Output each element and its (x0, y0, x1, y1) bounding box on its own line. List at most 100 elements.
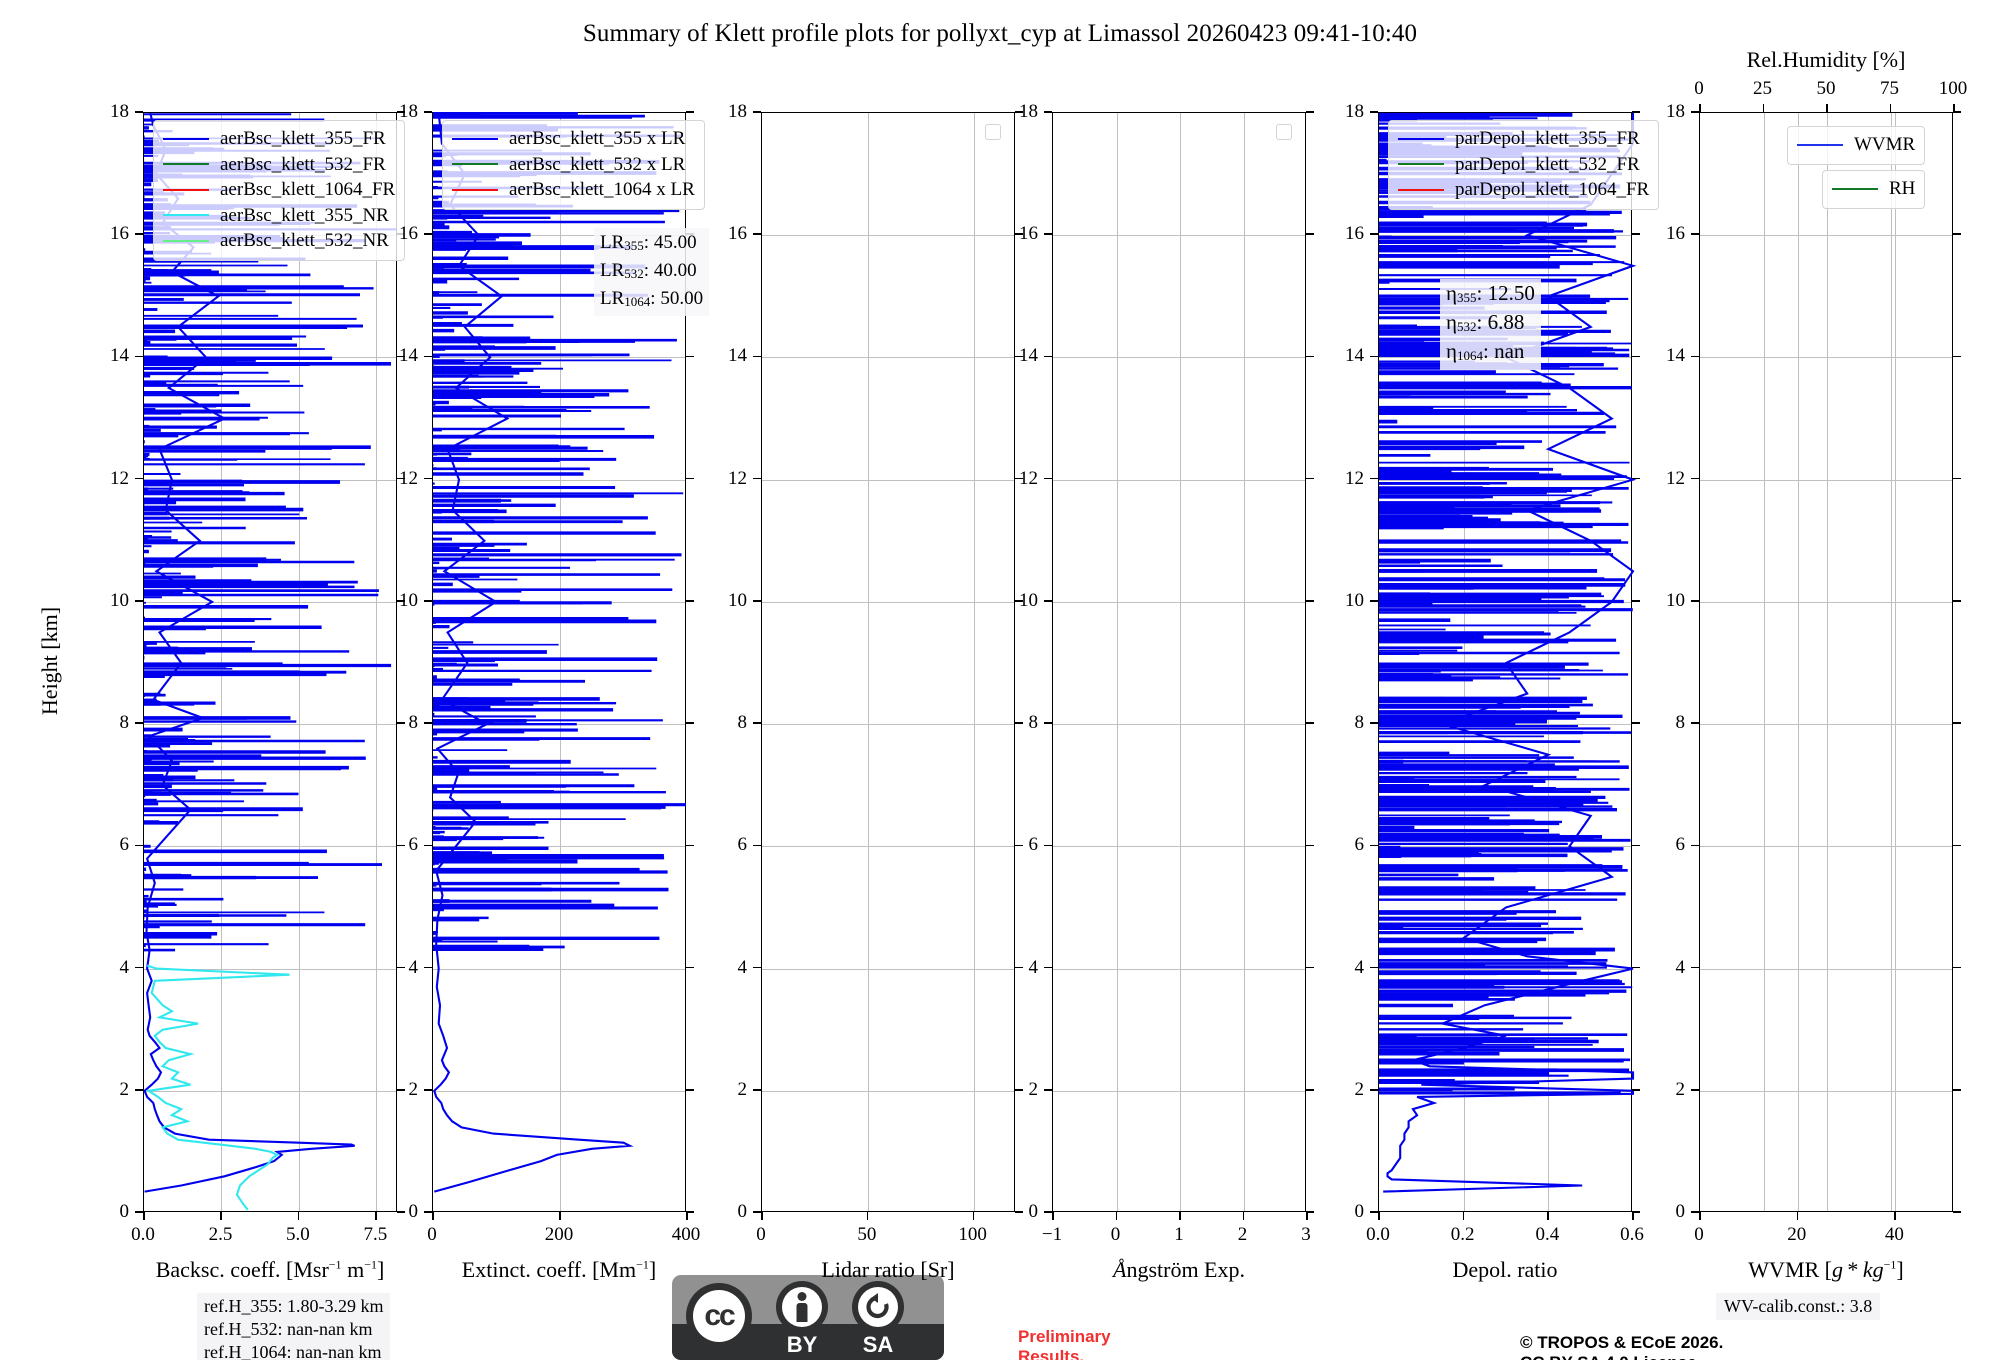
y-tick-mark (135, 844, 143, 847)
legend-item[interactable]: aerBsc_klett_1064_FR (163, 177, 395, 203)
y-tick-mark (397, 111, 405, 113)
x-tick-label: 0 (427, 1224, 437, 1245)
y-tick-mark (1632, 477, 1640, 480)
y-tick-mark (1691, 355, 1699, 358)
y-tick-label: 4 (1675, 956, 1686, 978)
gridline-horizontal (1379, 968, 1631, 970)
x-axis-title-wvmr: WVMR [g * kg−1] (1748, 1257, 1904, 1282)
x-tick-label: −1 (1041, 1224, 1063, 1245)
y-tick-mark (753, 1088, 761, 1091)
gridline-vertical (560, 113, 561, 1211)
panel-backscatter[interactable] (143, 112, 398, 1212)
y-tick-mark (1632, 600, 1640, 602)
legend-item[interactable]: aerBsc_klett_355 x LR (452, 126, 695, 152)
y-tick-mark (753, 111, 761, 113)
share-alike-icon (852, 1281, 904, 1333)
y-tick-label: 18 (1019, 101, 1038, 122)
y-tick-mark (424, 844, 432, 847)
gridline-horizontal (1379, 846, 1631, 848)
annotation-value: 50.00 (660, 288, 704, 309)
legend-item[interactable]: parDepol_klett_355_FR (1398, 126, 1649, 152)
legend-extinction[interactable]: aerBsc_klett_355 x LR aerBsc_klett_532 x … (442, 120, 705, 210)
y-tick-mark (1632, 1211, 1640, 1213)
x-tick-mark (1378, 1212, 1380, 1220)
legend-backscatter[interactable]: aerBsc_klett_355_FR aerBsc_klett_532_FR ae… (153, 120, 406, 261)
legend-item[interactable]: aerBsc_klett_532_FR (163, 152, 395, 178)
gridline-horizontal (144, 1090, 396, 1092)
y-tick-mark (135, 355, 143, 358)
y-tick-label: 14 (110, 345, 129, 367)
y-tick-label: 0 (119, 1201, 130, 1222)
panel-wvmr[interactable] (1699, 112, 1953, 1212)
legend-item[interactable]: aerBsc_klett_355_NR (163, 203, 395, 229)
legend-item[interactable]: aerBsc_klett_532_NR (163, 228, 395, 254)
legend-item[interactable]: aerBsc_klett_355_FR (163, 126, 395, 152)
copyright-line-1: © TROPOS & ECoE 2026. (1520, 1333, 1724, 1352)
x-tick-label: 2 (1237, 1224, 1248, 1245)
y-tick-mark (1015, 1088, 1023, 1091)
legend-item-label: parDepol_klett_1064_FR (1455, 179, 1650, 200)
y-tick-label: 6 (408, 834, 419, 856)
y-tick-mark (1632, 1088, 1640, 1091)
legend-item[interactable]: aerBsc_klett_532 x LR (452, 152, 695, 178)
x-axis-title-backscatter: Backsc. coeff. [Msr−1 m−1] (155, 1257, 385, 1282)
y-tick-mark (1691, 1211, 1699, 1213)
x-tick-mark (375, 1212, 377, 1220)
gridline-horizontal (1053, 479, 1305, 481)
y-tick-mark (1044, 722, 1052, 724)
cc-by-sa-license-logo: cc BY SA (672, 1275, 944, 1360)
panel-angstrom-exponent[interactable] (1052, 112, 1306, 1212)
y-tick-mark (135, 966, 143, 969)
y-tick-label: 10 (1345, 589, 1364, 611)
x-tick-label: 5.0 (286, 1224, 310, 1245)
y-tick-mark (1044, 233, 1052, 236)
y-tick-mark (1953, 111, 1961, 113)
y-tick-mark (1691, 111, 1699, 113)
y-tick-mark (1306, 355, 1314, 358)
y-tick-mark (1953, 966, 1961, 969)
x-tick-label: 0.0 (1366, 1224, 1390, 1245)
legend-rh[interactable]: RH (1822, 170, 1926, 209)
legend-wvmr[interactable]: WVMR (1787, 126, 1926, 165)
y-tick-label: 2 (737, 1078, 748, 1100)
y-tick-mark (1015, 1211, 1023, 1213)
x-tick-label: 400 (671, 1224, 701, 1245)
legend-item[interactable]: aerBsc_klett_1064 x LR (452, 177, 695, 203)
ref-h-1064: ref.H_1064: nan-nan km (204, 1342, 382, 1360)
y-tick-label: 10 (110, 589, 129, 611)
y-tick-mark (686, 111, 694, 113)
y-tick-label: 12 (110, 467, 129, 489)
legend-item[interactable]: parDepol_klett_532_FR (1398, 152, 1649, 178)
y-tick-mark (135, 233, 143, 236)
legend-item[interactable]: RH (1832, 176, 1915, 202)
y-tick-label: 14 (728, 345, 747, 367)
legend-line-swatch-icon (163, 163, 209, 166)
x-tick-mark (559, 1212, 561, 1220)
annotation-key: LR532 (600, 260, 644, 281)
gridline-horizontal (1700, 968, 1952, 970)
panel-lidar-ratio[interactable] (761, 112, 1015, 1212)
gridline-vertical (1548, 113, 1550, 1211)
y-tick-mark (1306, 600, 1314, 602)
y-tick-mark (753, 966, 761, 969)
legend-item[interactable]: parDepol_klett_1064_FR (1398, 177, 1649, 203)
y-tick-mark (1691, 966, 1699, 969)
y-tick-mark (686, 600, 694, 602)
y-tick-mark (753, 722, 761, 724)
x-tick-label: 3 (1301, 1224, 1311, 1245)
y-tick-label: 12 (728, 467, 747, 489)
gridline-horizontal (762, 479, 1014, 481)
legend-empty-angstrom-exponent[interactable] (1276, 124, 1292, 140)
legend-line-swatch-icon (163, 214, 209, 217)
y-tick-mark (1370, 477, 1378, 480)
y-tick-mark (397, 1088, 405, 1091)
gridline-horizontal (144, 846, 396, 848)
legend-item[interactable]: WVMR (1797, 132, 1915, 158)
cc-sa-label: SA (862, 1332, 894, 1357)
y-tick-mark (424, 722, 432, 724)
y-tick-mark (397, 1211, 405, 1213)
legend-depolarization-ratio[interactable]: parDepol_klett_355_FR parDepol_klett_532_… (1388, 120, 1660, 210)
gridline-vertical (973, 113, 975, 1211)
panel-depolarization-ratio[interactable] (1378, 112, 1637, 1212)
legend-empty-lidar-ratio[interactable] (985, 124, 1001, 140)
